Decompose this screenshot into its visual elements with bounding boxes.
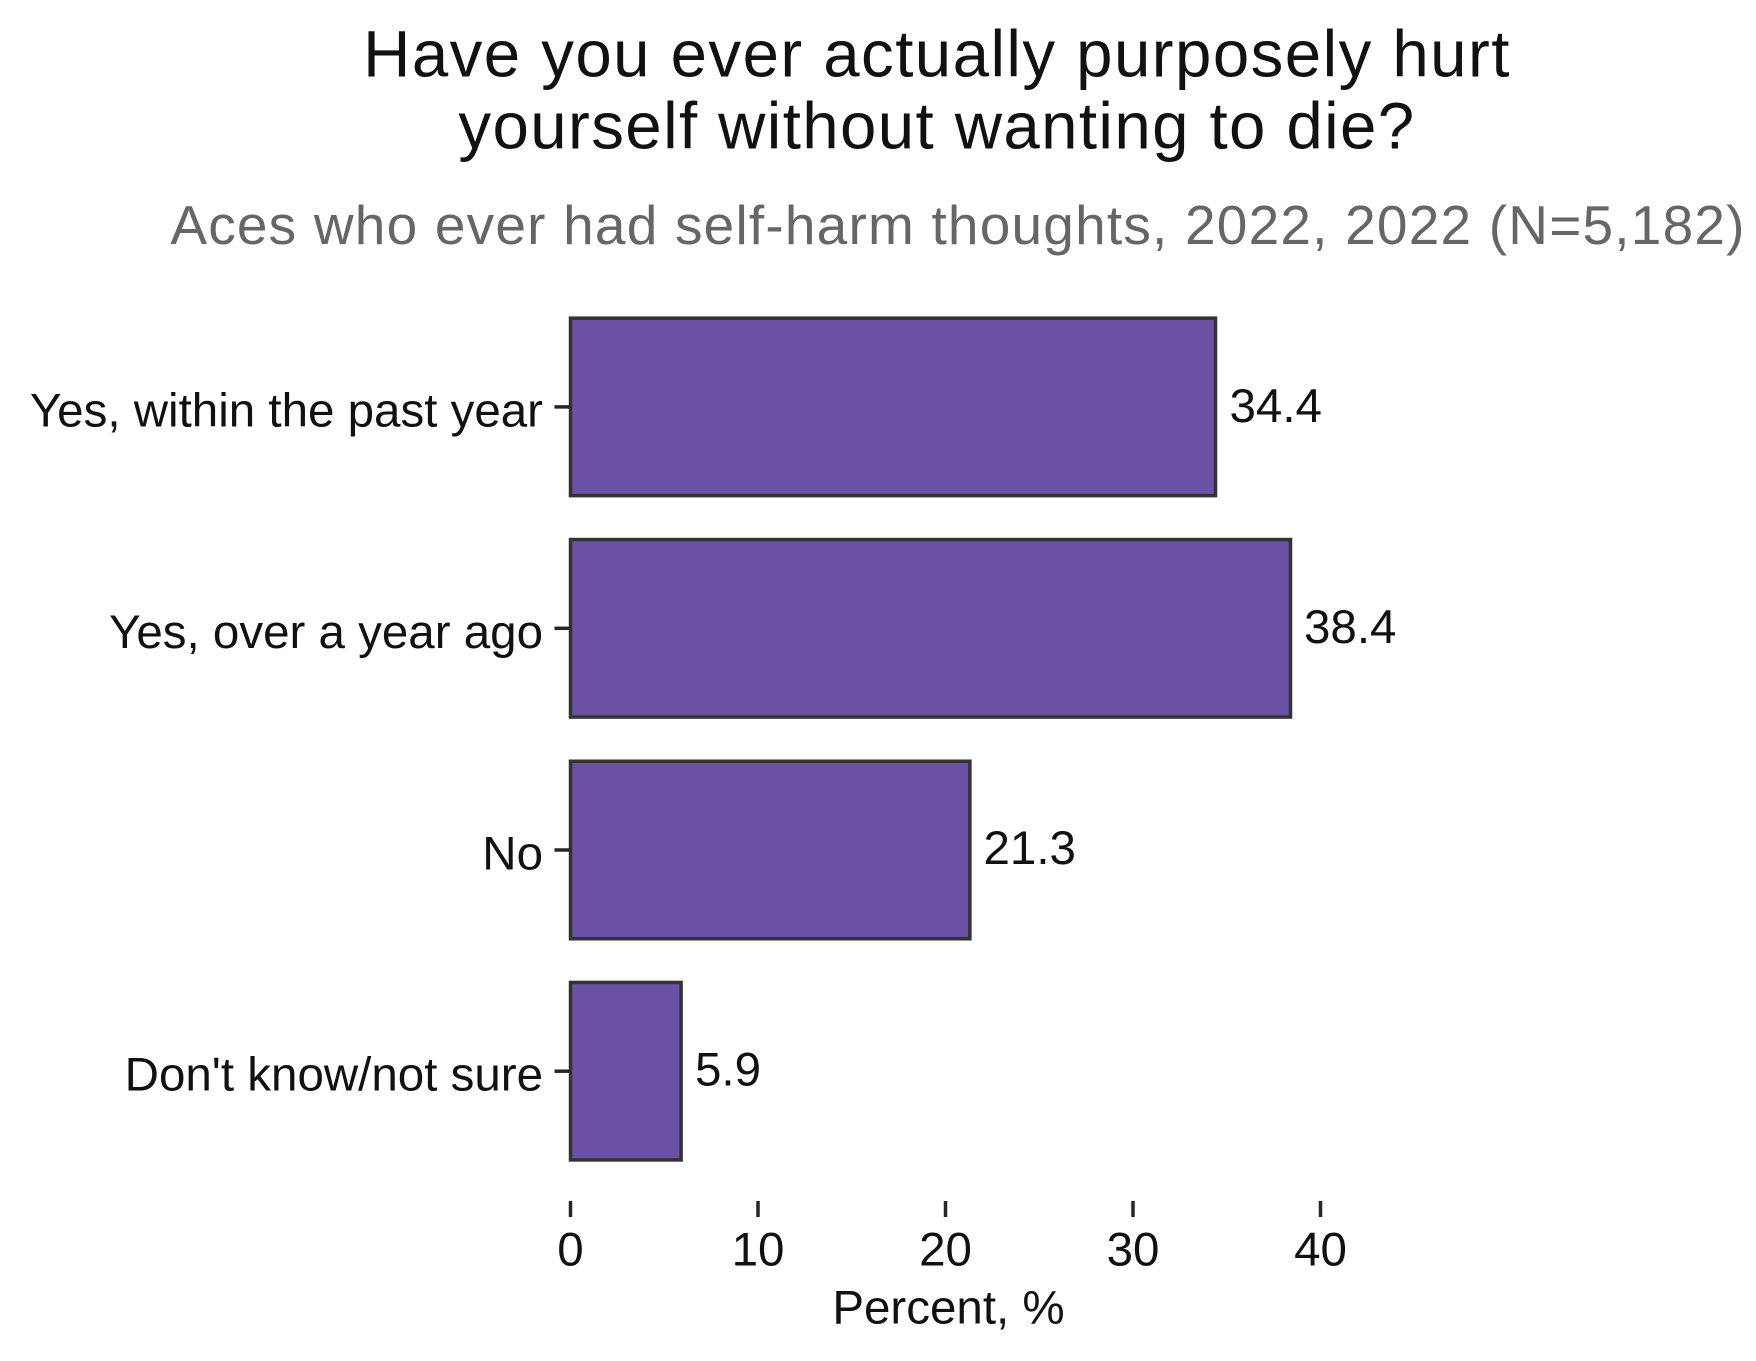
svg-text:yourself without wanting to di: yourself without wanting to die? bbox=[458, 89, 1415, 162]
svg-text:Have you ever actually purpose: Have you ever actually purposely hurt bbox=[363, 17, 1511, 90]
svg-text:10: 10 bbox=[732, 1224, 785, 1277]
svg-text:20: 20 bbox=[919, 1224, 972, 1277]
svg-text:30: 30 bbox=[1107, 1224, 1160, 1277]
svg-text:Don't know/not sure: Don't know/not sure bbox=[125, 1049, 543, 1102]
svg-text:No: No bbox=[482, 828, 543, 881]
svg-text:0: 0 bbox=[557, 1224, 583, 1277]
svg-text:21.3: 21.3 bbox=[984, 822, 1076, 875]
svg-text:40: 40 bbox=[1294, 1224, 1347, 1277]
svg-text:5.9: 5.9 bbox=[695, 1044, 761, 1097]
svg-text:Yes, over a year ago: Yes, over a year ago bbox=[109, 606, 543, 659]
svg-text:38.4: 38.4 bbox=[1304, 601, 1396, 654]
svg-text:Percent, %: Percent, % bbox=[832, 1281, 1064, 1334]
svg-text:34.4: 34.4 bbox=[1230, 380, 1322, 433]
svg-text:Aces who ever had self-harm th: Aces who ever had self-harm thoughts, 20… bbox=[170, 194, 1745, 256]
svg-text:Yes, within the past year: Yes, within the past year bbox=[30, 384, 543, 437]
